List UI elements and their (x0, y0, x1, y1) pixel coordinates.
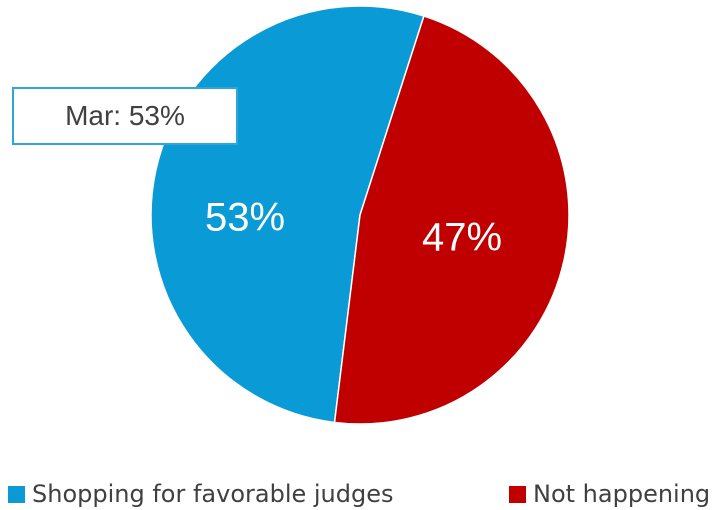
data-callout: Mar: 53% (12, 87, 238, 145)
legend-swatch-shopping (8, 485, 25, 503)
pie-slice-not-happening (333, 15, 570, 425)
legend-item-shopping: Shopping for favorable judges (8, 478, 394, 510)
legend-swatch-not-happening (509, 485, 526, 503)
pie-slice-label-not-happening: 47% (422, 216, 502, 260)
pie-slice-label-shopping: 53% (205, 196, 285, 240)
chart-legend: Shopping for favorable judges Not happen… (0, 478, 728, 510)
pie-slice-labels: 53% 47% (205, 196, 502, 260)
legend-label-shopping: Shopping for favorable judges (32, 480, 394, 508)
legend-label-not-happening: Not happening (533, 480, 711, 508)
legend-item-not-happening: Not happening (509, 478, 710, 510)
